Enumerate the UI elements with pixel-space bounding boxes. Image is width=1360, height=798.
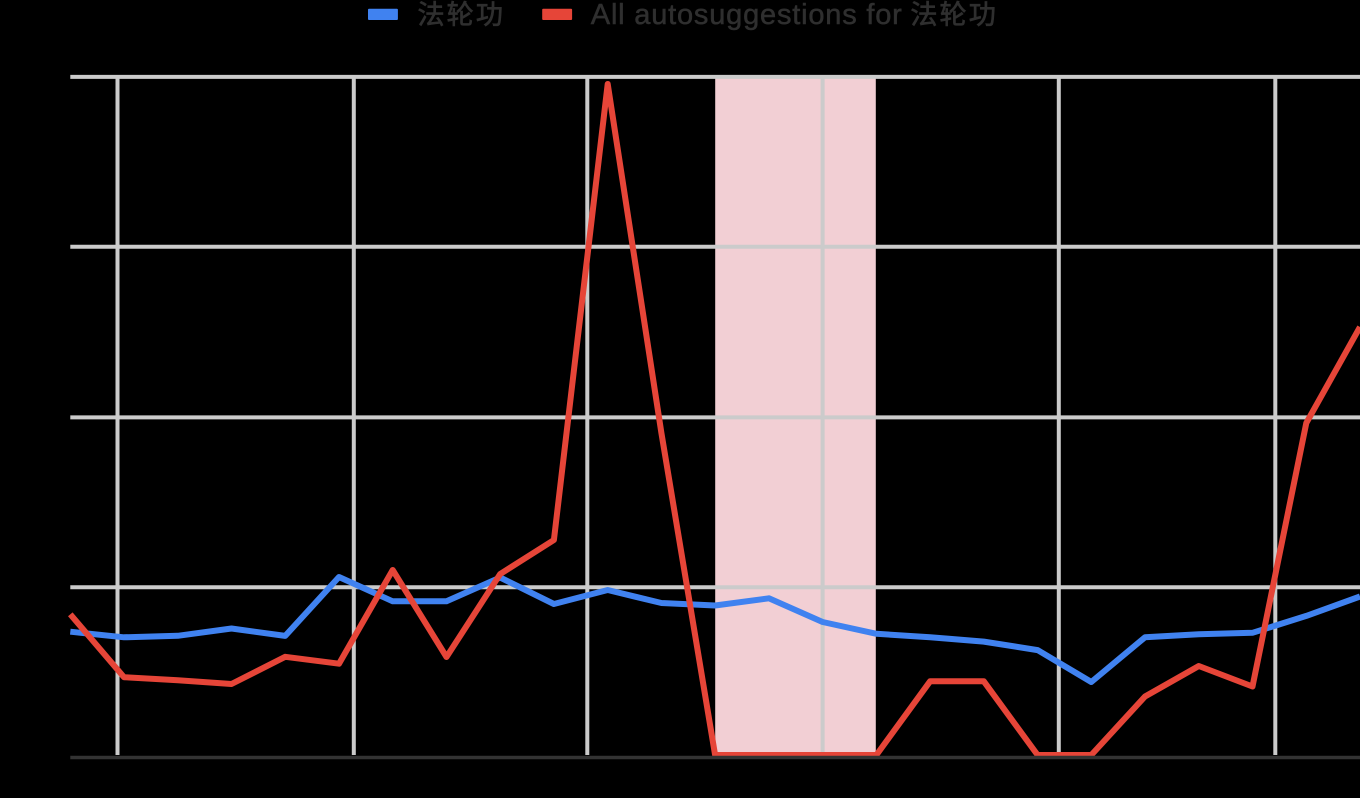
svg-text:All autosuggestions for: All autosuggestions for xyxy=(591,0,903,31)
